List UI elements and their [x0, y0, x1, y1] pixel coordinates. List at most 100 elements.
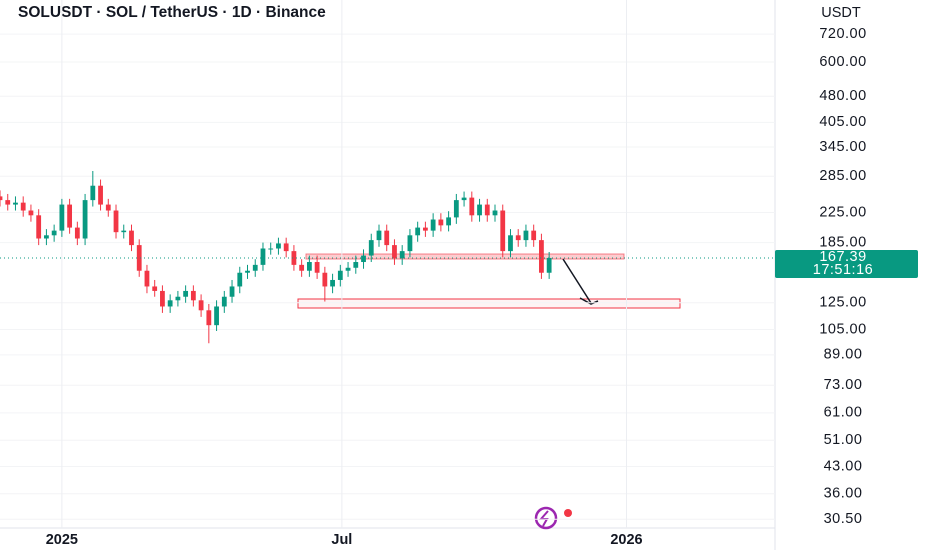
x-tick-label: 2026: [610, 532, 642, 548]
candle-body: [13, 202, 18, 205]
candle-body: [523, 230, 529, 241]
candles: [0, 170, 552, 344]
candle-body: [268, 248, 274, 250]
candle-body: [0, 196, 3, 201]
candle-body: [353, 262, 359, 268]
candle-body: [539, 240, 544, 273]
candle-body: [252, 264, 258, 271]
y-tick-label: 36.00: [824, 486, 863, 502]
candle-body: [136, 245, 142, 271]
y-tick-label: 480.00: [819, 88, 866, 104]
candle-body: [384, 230, 390, 246]
y-tick-label: 720.00: [819, 26, 866, 42]
candle-body: [74, 227, 80, 239]
candle-body: [276, 243, 281, 249]
candle-body: [314, 262, 320, 273]
candle-body: [90, 185, 96, 201]
candle-body: [36, 215, 42, 239]
candle-body: [392, 245, 397, 259]
candle-body: [160, 290, 165, 307]
resistance-zone: [305, 253, 625, 260]
price-label: 167.39: [819, 249, 866, 265]
y-tick-label: 345.00: [819, 139, 866, 155]
candle-body: [167, 300, 173, 307]
y-tick-label: 43.00: [824, 458, 863, 474]
candle-body: [546, 257, 552, 273]
grid: [0, 0, 775, 528]
candle-body: [221, 296, 227, 307]
candle-body: [129, 230, 134, 246]
candle-body: [229, 286, 235, 297]
candle-body: [144, 270, 150, 287]
candle-body: [121, 230, 127, 233]
y-tick-label: 61.00: [824, 405, 863, 421]
candle-body: [206, 310, 212, 326]
candle-body: [299, 264, 305, 271]
candle-body: [28, 210, 34, 216]
price-label-box: [775, 249, 918, 278]
candle-body: [214, 306, 219, 326]
candle-body: [5, 200, 11, 205]
candle-body: [484, 204, 490, 216]
candle-body: [399, 251, 405, 259]
candle-body: [407, 235, 413, 252]
x-tick-label: 2025: [46, 532, 78, 548]
candle-body: [82, 200, 88, 239]
candle-body: [190, 290, 196, 301]
candle-body: [430, 219, 436, 231]
candle-body: [438, 219, 444, 226]
candle-body: [345, 267, 351, 271]
candle-body: [59, 204, 65, 231]
y-tick-label: 285.00: [819, 168, 866, 184]
candle-body: [44, 235, 49, 239]
y-tick-label: 225.00: [819, 204, 866, 220]
candle-body: [306, 262, 312, 271]
candle-body: [260, 248, 266, 265]
candle-body: [20, 202, 26, 211]
countdown: 17:51:16: [813, 262, 873, 278]
candle-body: [337, 270, 343, 280]
arrow: [562, 258, 592, 304]
y-tick-label: 105.00: [819, 321, 866, 337]
y-tick-label: 185.00: [819, 234, 866, 250]
candle-body: [492, 210, 498, 216]
y-axis-label: USDT: [821, 5, 861, 21]
x-tick-label: Jul: [331, 532, 352, 548]
target-zone: [297, 298, 681, 309]
y-tick-label: 73.00: [824, 377, 863, 393]
candle-body: [198, 300, 204, 311]
candle-body: [500, 210, 506, 252]
candle-body: [51, 230, 57, 236]
y-tick-label: 125.00: [819, 295, 866, 311]
candle-body: [152, 286, 158, 291]
candle-body: [175, 296, 181, 301]
candle-body: [113, 210, 119, 233]
candle-body: [376, 230, 382, 241]
logo: [534, 506, 572, 530]
candle-body: [98, 185, 103, 205]
y-tick-label: 51.00: [824, 432, 863, 448]
candle-body: [245, 270, 250, 273]
y-tick-label: 600.00: [819, 54, 866, 70]
candle-body: [531, 230, 537, 241]
chart-title: SOLUSDT · SOL / TetherUS · 1D · Binance: [18, 4, 326, 21]
candle-body: [105, 204, 111, 211]
candle-body: [291, 251, 297, 265]
candle-body: [515, 235, 521, 241]
y-tick-label: 89.00: [824, 347, 863, 363]
candle-body: [446, 217, 452, 226]
candle-body: [361, 255, 366, 263]
candle-body: [67, 204, 73, 228]
candle-body: [423, 227, 428, 231]
candle-body: [330, 279, 335, 287]
candle-body: [183, 290, 189, 297]
arrow-head: [579, 297, 599, 305]
candle-body: [322, 272, 328, 287]
candle-body: [415, 227, 421, 236]
candle-body: [477, 204, 482, 216]
candle-body: [283, 243, 289, 252]
y-tick-label: 30.50: [824, 511, 863, 527]
y-tick-label: 405.00: [819, 114, 866, 130]
